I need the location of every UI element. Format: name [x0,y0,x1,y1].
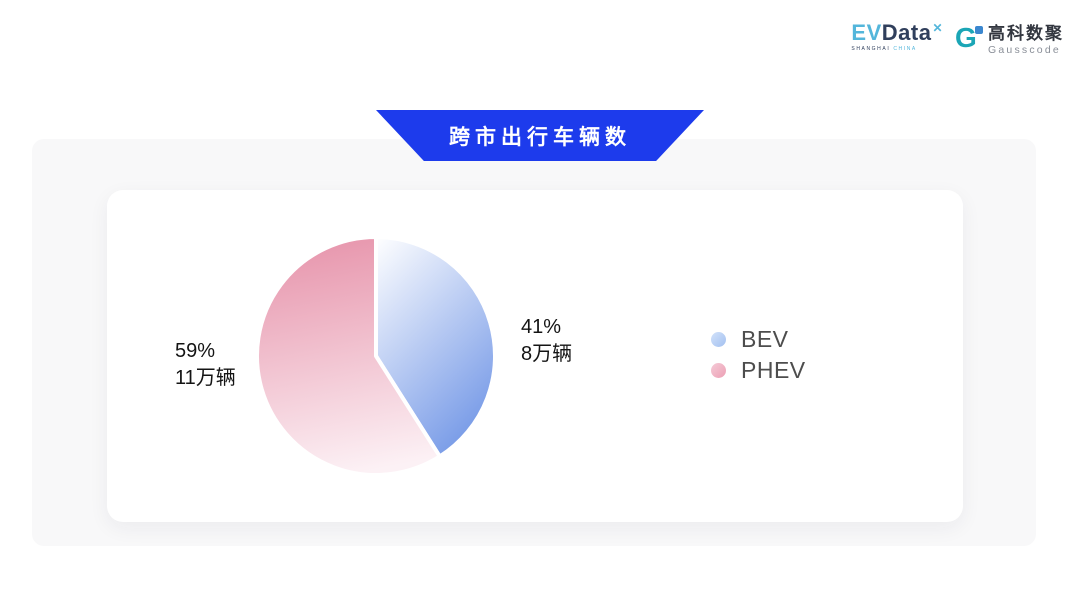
g-glyph: G [955,22,977,53]
gausscode-text: 高科数聚 Gausscode [988,22,1064,56]
legend-label-bev: BEV [741,325,789,352]
pie-slice-phev[interactable] [255,235,442,477]
gausscode-name-en: Gausscode [988,44,1061,56]
bev-swatch-icon [711,331,726,347]
evdata-subtext: SHANGHAI CHINA [851,47,943,52]
evdata-logo: EVData✕ SHANGHAI CHINA [851,22,943,52]
page-title: 跨市出行车辆数 [449,125,631,149]
chart-card [107,190,963,522]
legend-label-phev: PHEV [741,356,806,383]
phev-data-label: 59% 11万辆 [175,338,236,392]
phev-percent-label: 59% [175,340,216,362]
gausscode-name-cn: 高科数聚 [988,24,1064,43]
bev-value-label: 8万辆 [521,343,573,365]
evdata-ev: EV [851,20,882,45]
evdata-x-icon: ✕ [932,21,943,35]
evdata-data: Data [881,20,932,45]
chart-legend: BEV PHEV [711,325,806,383]
g-square-accent [975,26,983,34]
gausscode-g-icon: G [955,22,983,54]
title-banner: 跨市出行车辆数 [376,110,704,161]
header-logos: EVData✕ SHANGHAI CHINA G 高科数聚 Gausscode [851,22,1064,56]
phev-swatch-icon [711,362,726,378]
evdata-subtext-shanghai: SHANGHAI [851,46,891,52]
evdata-subtext-china: CHINA [893,46,917,52]
legend-item-phev[interactable]: PHEV [711,356,806,383]
pie-chart [255,235,497,477]
bev-percent-label: 41% [521,316,562,338]
phev-value-label: 11万辆 [175,367,236,389]
evdata-wordmark: EVData✕ [851,22,943,44]
legend-item-bev[interactable]: BEV [711,325,806,352]
gausscode-logo: G 高科数聚 Gausscode [955,22,1064,56]
bev-data-label: 41% 8万辆 [521,314,572,368]
